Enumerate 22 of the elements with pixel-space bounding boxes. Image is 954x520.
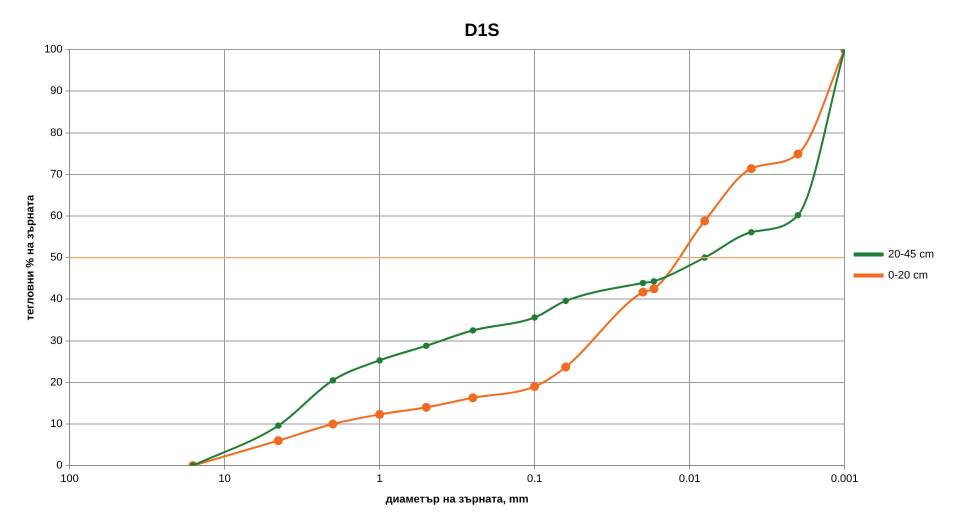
y-tick-label: 20 bbox=[50, 376, 63, 388]
y-tick-label: 0 bbox=[56, 460, 63, 472]
y-tick-label: 70 bbox=[50, 168, 63, 180]
x-tick-label: 10 bbox=[218, 473, 231, 486]
y-tick-label: 100 bbox=[44, 44, 63, 56]
y-tick-label: 80 bbox=[50, 126, 63, 139]
y-axis-title: тегловни % на зърната bbox=[24, 194, 37, 320]
y-tick-label: 60 bbox=[50, 210, 63, 222]
x-tick-label: 0.001 bbox=[830, 473, 858, 486]
y-tick-label: 10 bbox=[50, 418, 63, 430]
legend-label: 0-20 cm bbox=[888, 270, 928, 282]
legend-label: 20-45 cm bbox=[888, 248, 934, 261]
y-tick-label: 50 bbox=[50, 252, 63, 264]
x-tick-label: 1 bbox=[376, 473, 383, 486]
y-tick-label: 40 bbox=[50, 293, 63, 306]
x-tick-label: 0.01 bbox=[678, 473, 700, 486]
x-tick-label: 100 bbox=[60, 473, 79, 486]
chart-title: D1S bbox=[464, 20, 500, 40]
x-axis-title: диаметър на зърната, mm bbox=[386, 493, 529, 506]
y-tick-label: 90 bbox=[50, 85, 63, 98]
x-tick-label: 0.1 bbox=[526, 473, 542, 486]
y-tick-label: 30 bbox=[50, 334, 63, 347]
